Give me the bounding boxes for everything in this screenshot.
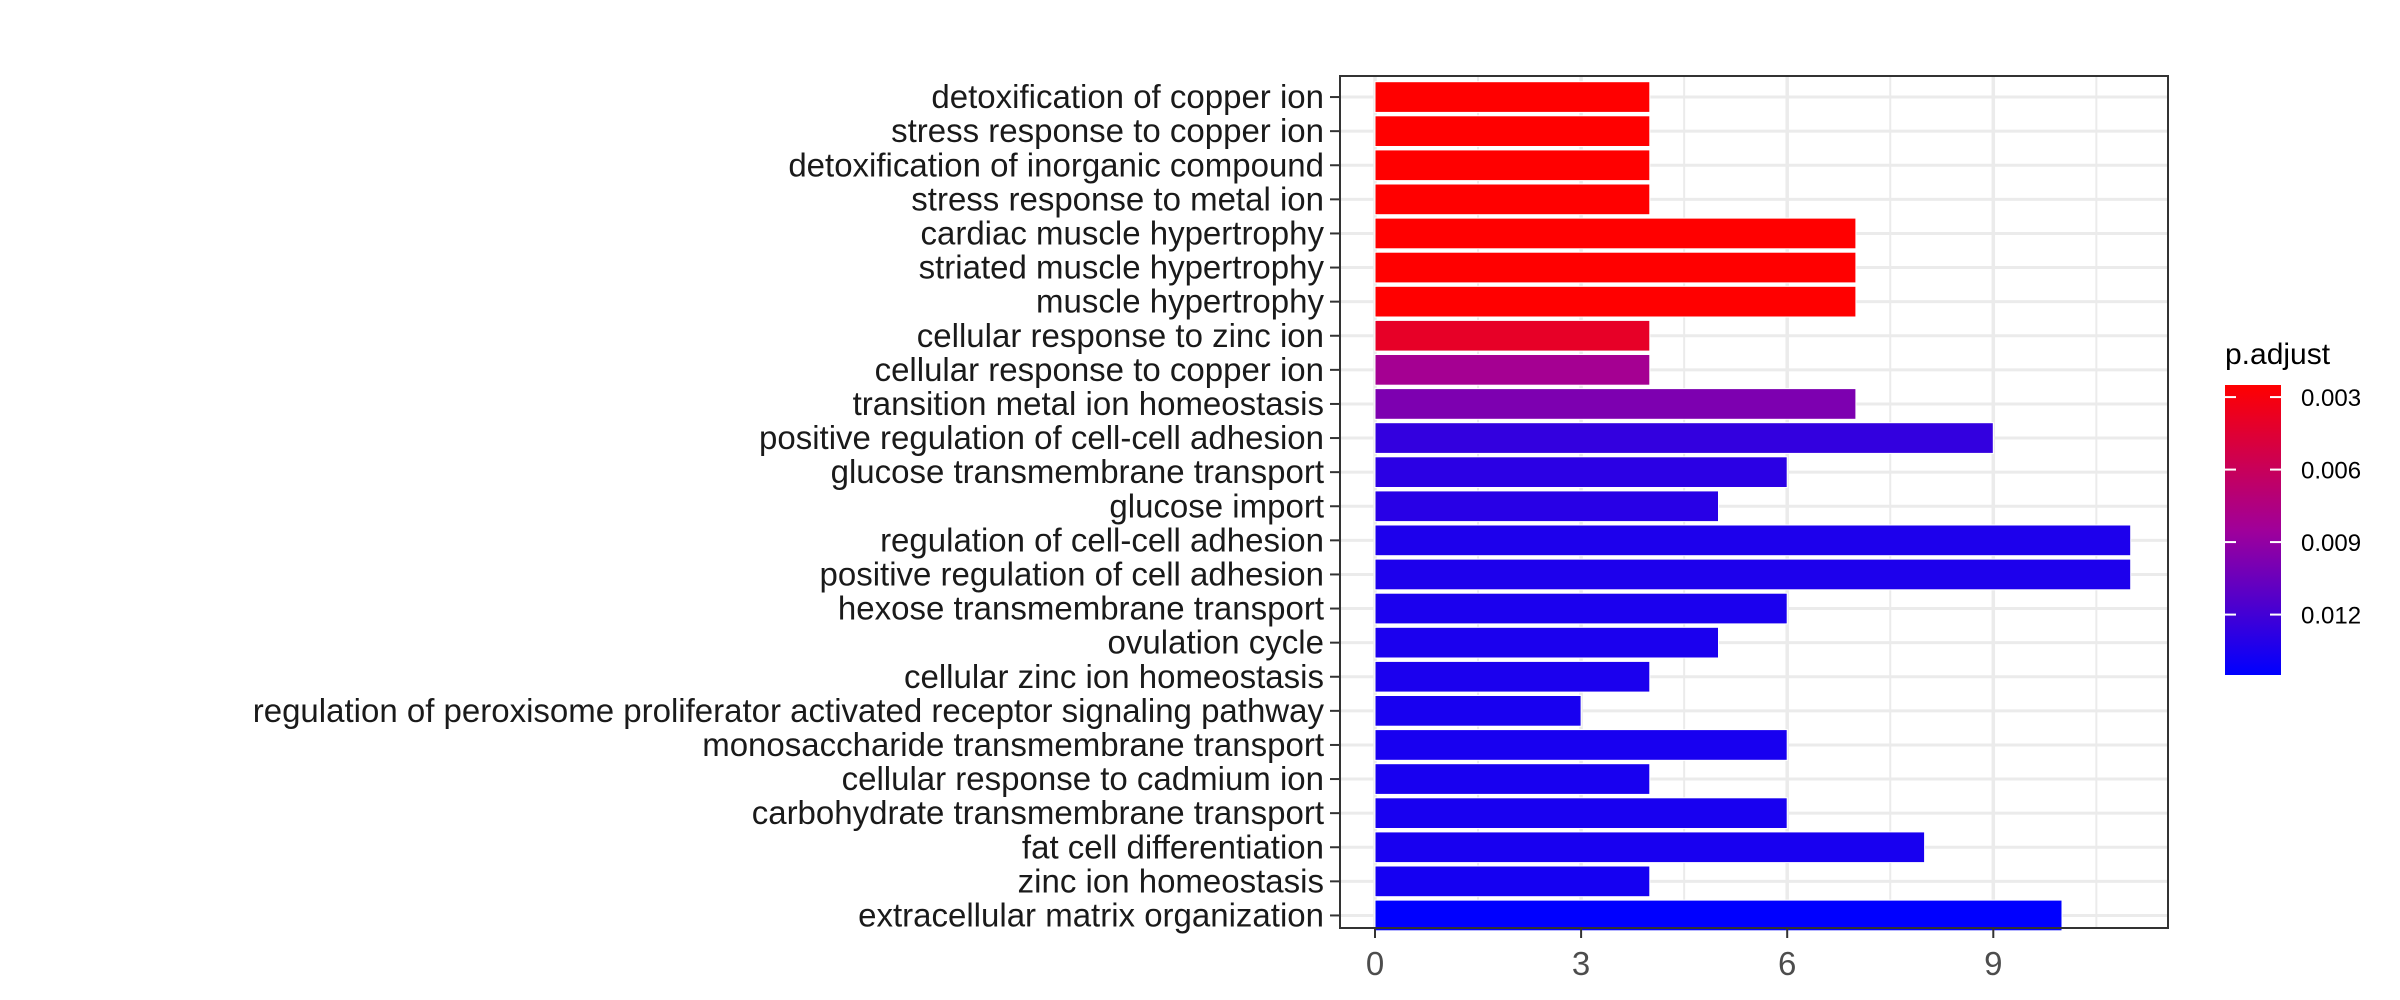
category-label: fat cell differentiation	[1022, 828, 1324, 865]
bar	[1374, 217, 1857, 250]
category-label: regulation of peroxisome proliferator ac…	[253, 692, 1325, 729]
colorbar-legend: p.adjust 0.003 0.006 0.009 0.012	[2225, 338, 2361, 675]
bar	[1374, 626, 1719, 659]
category-label: detoxification of copper ion	[931, 78, 1324, 115]
bar	[1374, 149, 1651, 182]
bar	[1374, 456, 1788, 488]
category-label: transition metal ion homeostasis	[853, 385, 1324, 422]
category-label: hexose transmembrane transport	[838, 590, 1324, 627]
bar	[1374, 388, 1857, 420]
x-tick-label: 6	[1778, 945, 1796, 982]
category-label: monosaccharide transmembrane transport	[702, 726, 1324, 763]
category-label: glucose import	[1109, 487, 1324, 524]
category-label: zinc ion homeostasis	[1018, 862, 1324, 899]
x-tick-label: 0	[1366, 945, 1384, 982]
category-label: cardiac muscle hypertrophy	[920, 214, 1324, 251]
category-label: glucose transmembrane transport	[831, 453, 1324, 490]
category-label: positive regulation of cell-cell adhesio…	[759, 419, 1324, 456]
x-tick-label: 3	[1572, 945, 1590, 982]
colorbar-gradient	[2225, 385, 2281, 675]
panel-border	[1339, 75, 2169, 929]
bar	[1374, 660, 1651, 693]
category-label: cellular response to copper ion	[875, 351, 1324, 388]
category-label: detoxification of inorganic compound	[788, 146, 1324, 183]
bar	[1374, 285, 1857, 318]
category-label: cellular response to zinc ion	[917, 317, 1324, 354]
category-label: regulation of cell-cell adhesion	[880, 521, 1324, 558]
category-label: stress response to copper ion	[891, 112, 1324, 149]
bars	[1374, 81, 2132, 932]
colorbar-label: 0.012	[2301, 603, 2361, 630]
x-tick-label: 9	[1984, 945, 2002, 982]
bar	[1374, 865, 1651, 898]
bar	[1374, 183, 1651, 216]
colorbar-label: 0.009	[2301, 530, 2361, 557]
colorbar-label: 0.003	[2301, 385, 2361, 412]
category-label: extracellular matrix organization	[858, 896, 1324, 933]
bar	[1374, 797, 1788, 829]
category-label: positive regulation of cell adhesion	[820, 555, 1325, 592]
bar	[1374, 695, 1582, 727]
category-label: stress response to metal ion	[911, 180, 1324, 217]
bar	[1374, 524, 2132, 557]
colorbar-label: 0.006	[2301, 458, 2361, 485]
bar	[1374, 899, 2063, 932]
bar	[1374, 422, 1994, 454]
legend-title: p.adjust	[2225, 338, 2331, 371]
bar	[1374, 729, 1788, 761]
bar	[1374, 558, 2132, 591]
bar	[1374, 81, 1651, 113]
bar	[1374, 490, 1719, 523]
bar	[1374, 763, 1651, 795]
bar	[1374, 319, 1651, 352]
category-label: striated muscle hypertrophy	[919, 249, 1325, 286]
category-label: ovulation cycle	[1108, 624, 1324, 661]
bar	[1374, 592, 1788, 625]
bar	[1374, 831, 1926, 864]
bar	[1374, 251, 1857, 284]
x-axis-ticks: 0 3 6 9	[1366, 928, 2002, 982]
category-label: cellular zinc ion homeostasis	[904, 658, 1324, 695]
category-label: cellular response to cadmium ion	[842, 760, 1324, 797]
category-label: carbohydrate transmembrane transport	[752, 794, 1324, 831]
category-label: muscle hypertrophy	[1036, 283, 1324, 320]
bar	[1374, 115, 1651, 147]
bar	[1374, 354, 1651, 386]
